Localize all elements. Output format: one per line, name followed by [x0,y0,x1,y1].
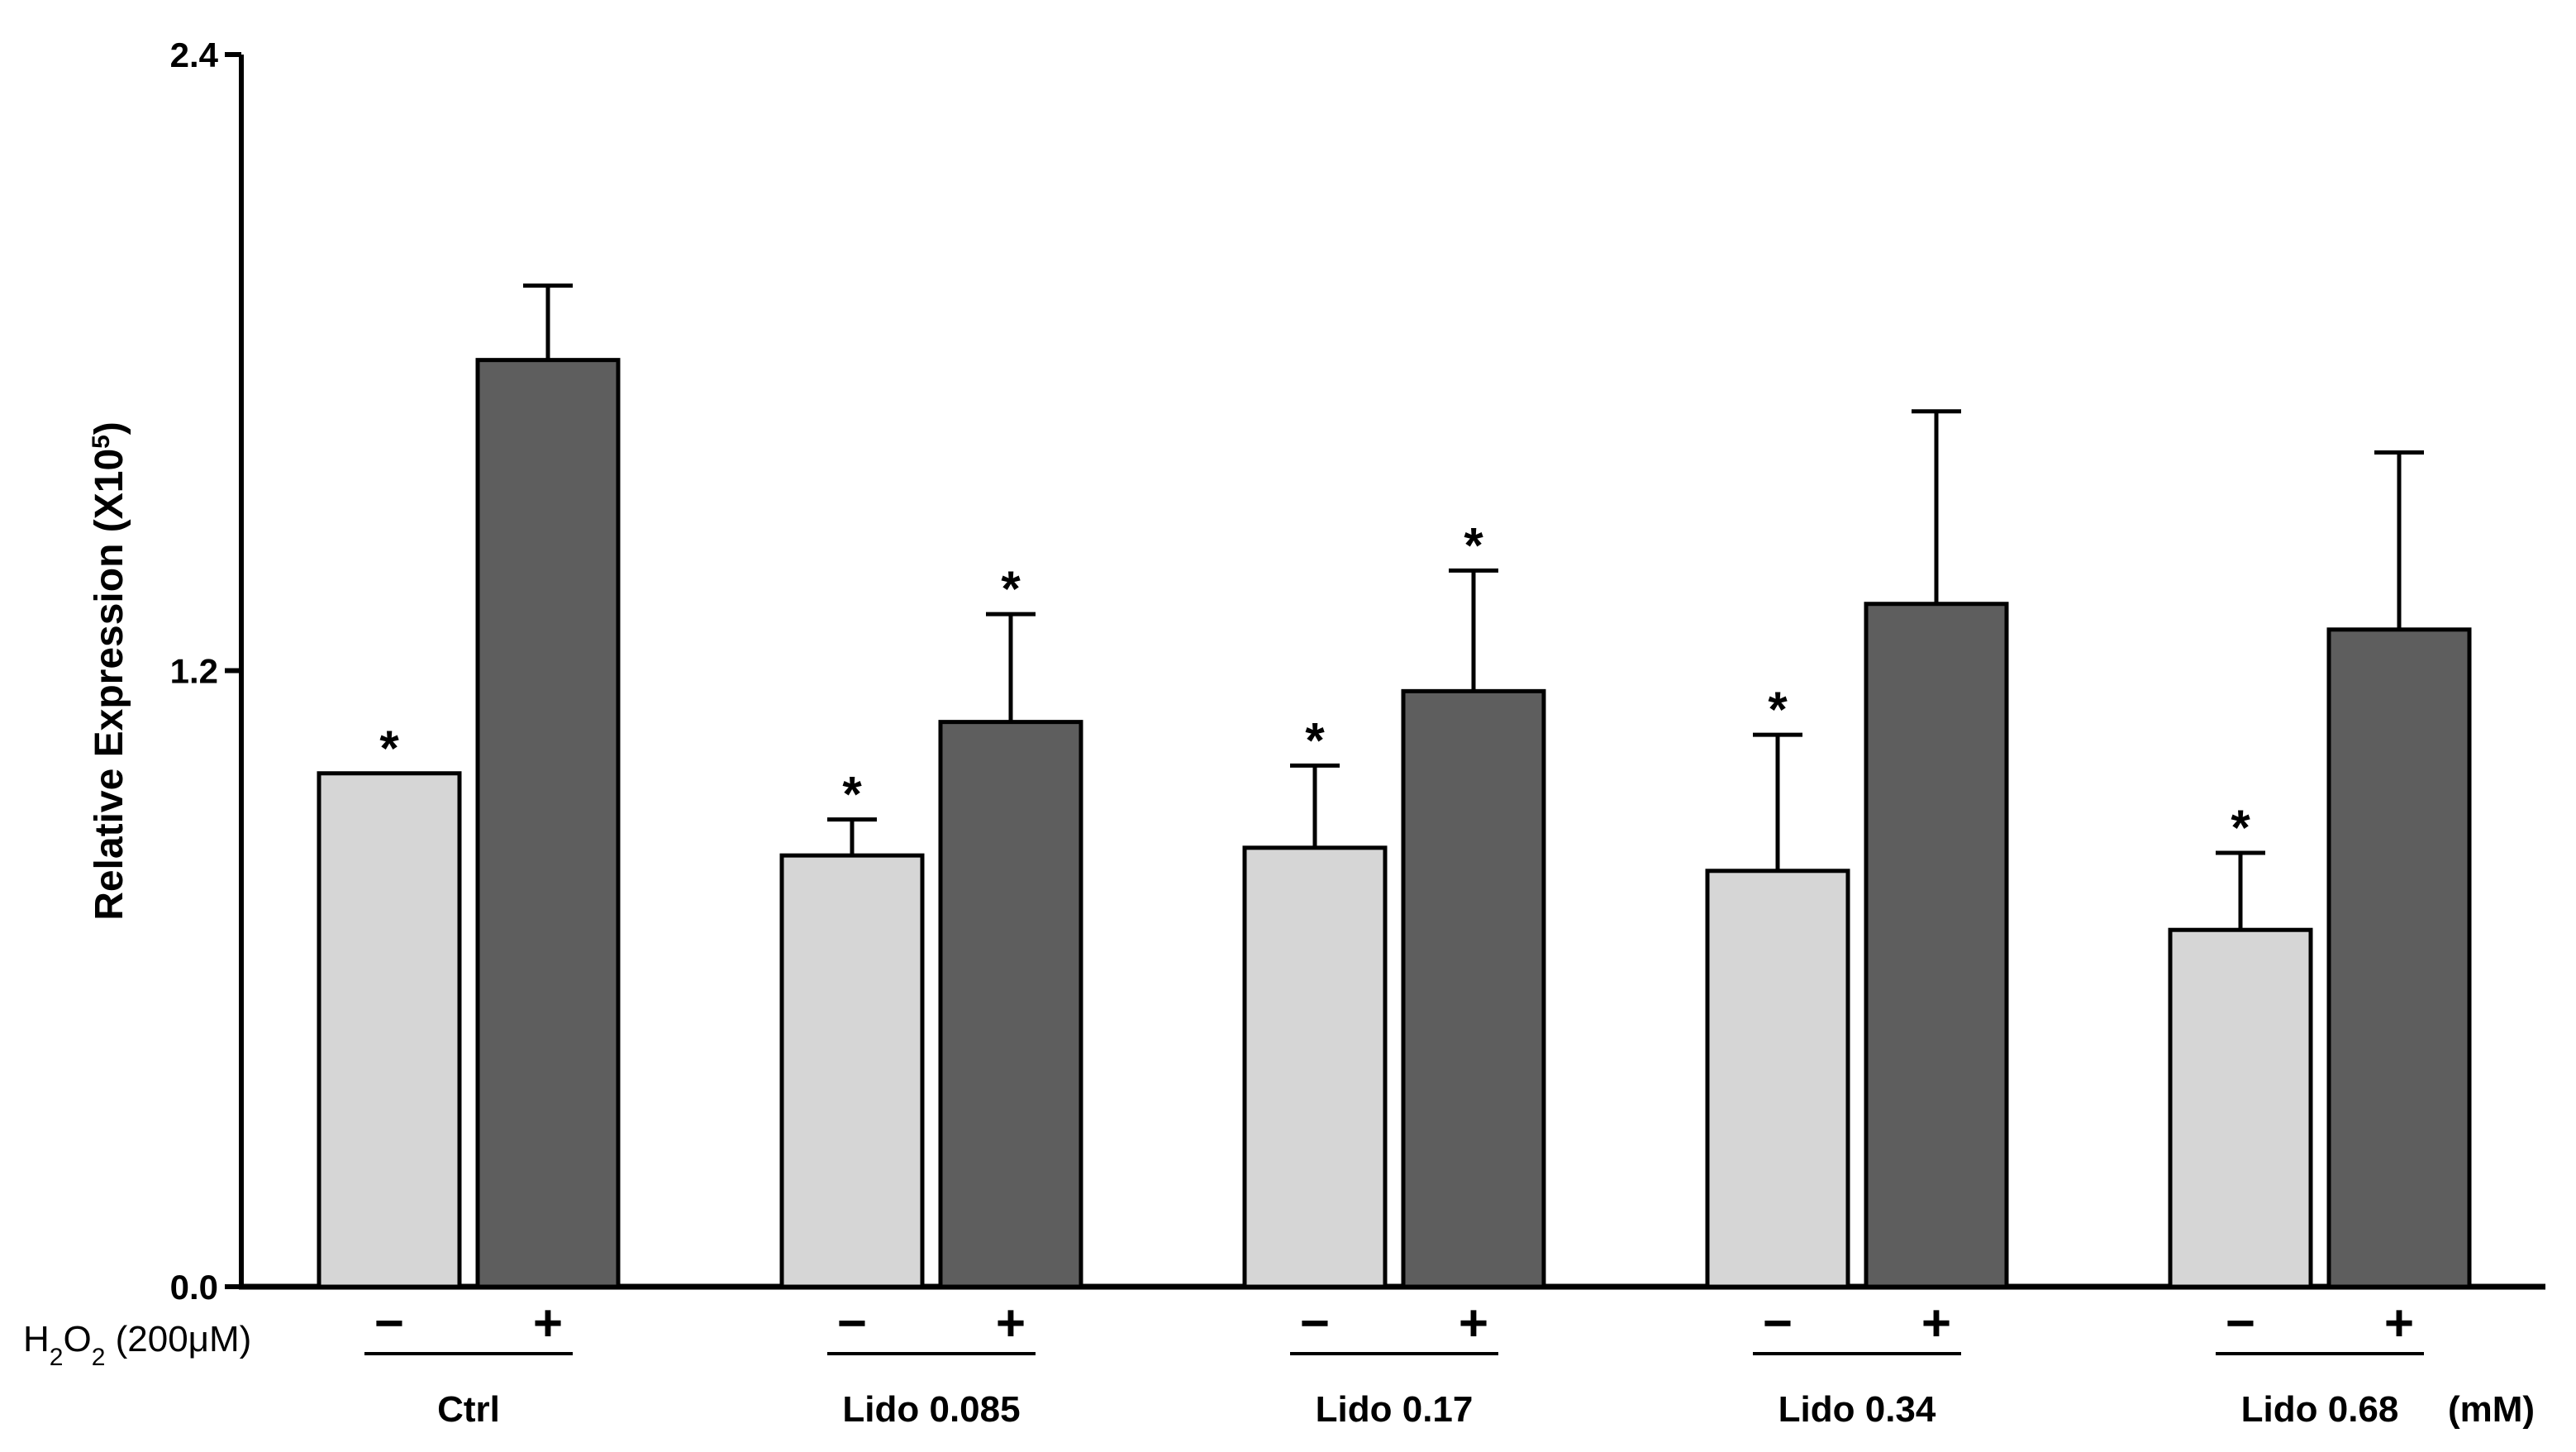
treatment-label: H2O2 (200μM) [23,1319,251,1371]
plus-sign: + [1921,1295,1951,1352]
y-tick-label: 0.0 [170,1268,218,1307]
minus-sign: − [374,1295,404,1352]
bar [1242,845,1388,1289]
bar [1705,869,1850,1289]
error-bars [523,283,2424,931]
y-axis-title-close: ) [88,421,131,435]
bar [1864,602,2009,1289]
y-tick-label: 2.4 [170,36,219,74]
category-label: Lido 0.34 [1778,1389,1936,1430]
significance-star: * [2231,800,2250,855]
bar [2168,927,2313,1289]
plus-sign: + [533,1295,563,1352]
category-label: Lido 0.085 [842,1389,1020,1430]
significance-star: * [1001,561,1021,617]
bar [2326,627,2472,1289]
significance-star: * [842,767,862,822]
x-labels: − +Ctrl− +Lido 0.085− +Lido 0.17− +Lido 0.34… [364,1295,2424,1430]
category-label: Lido 0.17 [1316,1389,1474,1430]
y-axis-title-exponent: 5 [88,435,115,449]
category-label: Ctrl [437,1389,500,1430]
minus-sign: − [2226,1295,2255,1352]
plus-sign: + [2384,1295,2414,1352]
bar [1401,688,1546,1289]
significance-star: * [1768,682,1788,737]
bar [475,358,621,1289]
plus-sign: + [1459,1295,1488,1352]
y-axis-title-main: Relative Expression (X10 [88,449,131,921]
y-tick-label: 1.2 [170,652,218,691]
y-ticks: 0.0 1.2 2.4 [170,36,241,1307]
significance-markers: * * * * * * * [379,517,2250,855]
significance-star: * [379,721,399,776]
unit-label: (mM) [2448,1389,2535,1430]
bar [938,720,1083,1289]
minus-sign: − [837,1295,867,1352]
y-axis-title: Relative Expression (X105) [88,421,132,921]
minus-sign: − [1300,1295,1330,1352]
category-label: Lido 0.68 [2241,1389,2399,1430]
significance-star: * [1464,517,1483,573]
bars [317,358,2472,1289]
bar [779,853,925,1289]
bar [317,771,462,1289]
minus-sign: − [1763,1295,1793,1352]
plus-sign: + [996,1295,1026,1352]
significance-star: * [1305,712,1325,768]
